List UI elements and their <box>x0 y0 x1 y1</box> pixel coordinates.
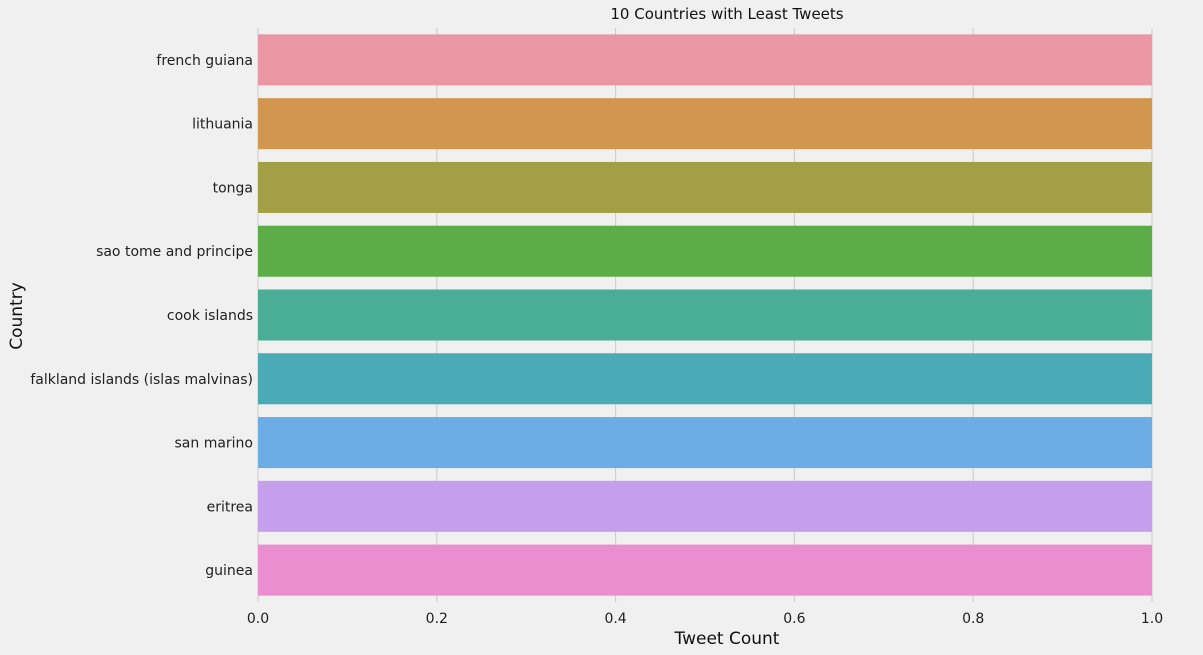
bars <box>258 34 1152 596</box>
bar-san-marino <box>258 417 1152 469</box>
y-tick-label: cook islands <box>167 308 253 324</box>
x-axis-label: Tweet Count <box>674 629 780 649</box>
bar-lithuania <box>258 98 1152 150</box>
x-tick-label: 0.2 <box>426 611 448 627</box>
bar-eritrea <box>258 480 1152 532</box>
bar-cook-islands <box>258 289 1152 341</box>
y-tick-labels: french guiana lithuania tonga sao tome and … <box>30 53 253 579</box>
y-tick-label: sao tome and principe <box>96 244 253 260</box>
x-tick-labels: 0.0 0.2 0.4 0.6 0.8 1.0 <box>247 611 1163 627</box>
x-tick-label: 0.4 <box>604 611 626 627</box>
x-tick-label: 0.8 <box>962 611 984 627</box>
bar-falkland-islands-islas-malvinas <box>258 353 1152 405</box>
y-tick-label: guinea <box>205 563 253 579</box>
y-tick-label: falkland islands (islas malvinas) <box>30 372 253 388</box>
chart-title: 10 Countries with Least Tweets <box>610 5 843 23</box>
x-tick-label: 1.0 <box>1141 611 1163 627</box>
y-tick-label: french guiana <box>156 53 253 69</box>
y-axis-label: Country <box>7 282 27 350</box>
y-tick-label: eritrea <box>207 499 253 515</box>
y-tick-label: lithuania <box>192 117 253 133</box>
bar-sao-tome-and-principe <box>258 225 1152 277</box>
bar-french-guiana <box>258 34 1152 86</box>
y-tick-label: san marino <box>175 436 254 452</box>
x-tick-label: 0.0 <box>247 611 269 627</box>
bar-tonga <box>258 161 1152 213</box>
bar-guinea <box>258 544 1152 596</box>
x-tick-label: 0.6 <box>783 611 805 627</box>
y-tick-label: tonga <box>213 180 253 196</box>
